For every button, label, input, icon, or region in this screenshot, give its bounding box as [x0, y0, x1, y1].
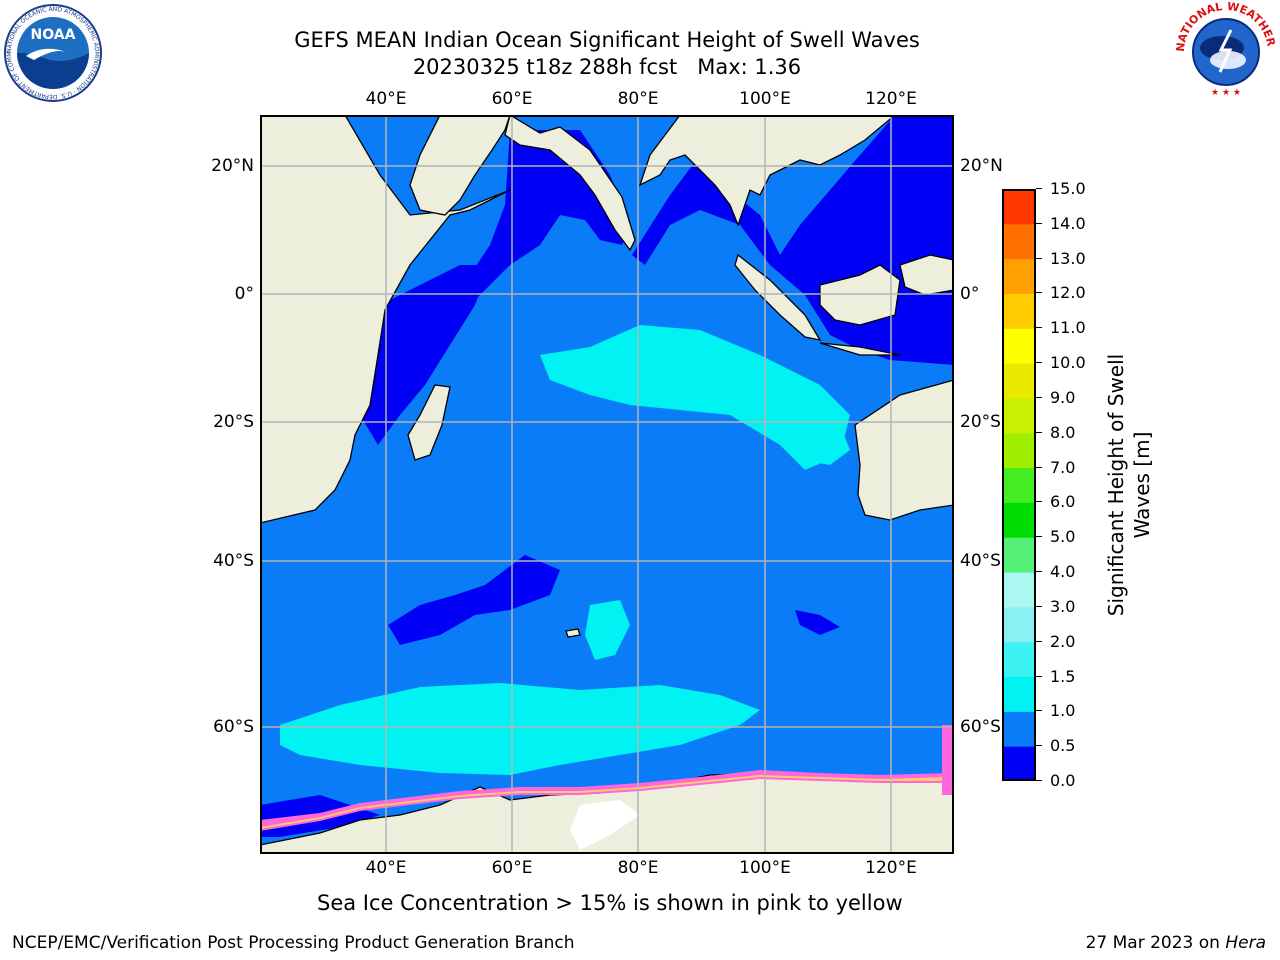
colorbar-bin-9: [1002, 432, 1036, 469]
colorbar-tick-label: 1.5: [1050, 666, 1076, 686]
colorbar-bin-6: [1002, 537, 1036, 573]
sea-ice-caption: Sea Ice Concentration > 15% is shown in …: [317, 891, 903, 915]
colorbar-tick-label: 10.0: [1050, 353, 1086, 373]
colorbar-tick-label: 7.0: [1050, 457, 1076, 477]
colorbar-tick-mark: [1036, 605, 1042, 607]
colorbar-bin-0: [1002, 746, 1036, 781]
map-title: GEFS MEAN Indian Ocean Significant Heigh…: [294, 28, 920, 52]
colorbar-tick-label: 5.0: [1050, 527, 1076, 547]
map-subtitle: 20230325 t18z 288h fcst Max: 1.36: [412, 55, 802, 79]
tick-bottom-80E: 80°E: [617, 858, 659, 878]
tick-bottom-40E: 40°E: [365, 858, 407, 878]
sea-ice-band: [260, 725, 954, 831]
tick-bottom-100E: 100°E: [739, 858, 791, 878]
colorbar-bin-8: [1002, 467, 1036, 503]
colorbar-tick-label: 0.0: [1050, 771, 1076, 790]
colorbar-tick-mark: [1036, 640, 1042, 642]
colorbar-tick-mark: [1036, 710, 1042, 712]
colorbar-tick-label: 13.0: [1050, 248, 1086, 268]
colorbar-tick-mark: [1036, 327, 1042, 329]
tick-right-60S: 60°S: [960, 717, 1001, 737]
colorbar-bin-14: [1002, 258, 1036, 294]
colorbar-tick-mark: [1036, 466, 1042, 468]
colorbar: [1002, 189, 1036, 781]
tick-top-120E: 120°E: [865, 89, 917, 109]
colorbar-tick-label: 9.0: [1050, 387, 1076, 407]
footer-branch: NCEP/EMC/Verification Post Processing Pr…: [12, 933, 575, 953]
colorbar-bin-7: [1002, 502, 1036, 538]
antarctic-shelf: [570, 800, 640, 850]
colorbar-bin-11: [1002, 363, 1036, 399]
tick-right-0: 0°: [960, 284, 980, 304]
colorbar-tick-mark: [1036, 675, 1042, 677]
footer-date: 27 Mar 2023 on Hera: [1086, 933, 1266, 953]
footer-host: Hera: [1225, 933, 1266, 953]
colorbar-bin-13: [1002, 293, 1036, 329]
colorbar-bin-5: [1002, 572, 1036, 608]
colorbar-tick-mark: [1036, 780, 1042, 781]
colorbar-bin-15: [1002, 223, 1036, 260]
tick-left-20N: 20°N: [211, 156, 254, 176]
map-area: [260, 115, 954, 854]
map-frame: [260, 115, 954, 854]
colorbar-bin-4: [1002, 606, 1036, 643]
tick-left-0: 0°: [234, 284, 254, 304]
colorbar-bin-1: [1002, 711, 1036, 747]
colorbar-tick-mark: [1036, 362, 1042, 364]
tick-bottom-60E: 60°E: [491, 858, 533, 878]
colorbar-tick-label: 14.0: [1050, 213, 1086, 233]
colorbar-tick-label: 12.0: [1050, 283, 1086, 303]
svg-text:★ ★ ★: ★ ★ ★: [1211, 88, 1241, 98]
colorbar-tick-mark: [1036, 396, 1042, 398]
tick-right-20N: 20°N: [960, 156, 1003, 176]
colorbar-tick-mark: [1036, 431, 1042, 433]
noaa-logo-text: NOAA: [31, 27, 76, 43]
tick-top-100E: 100°E: [739, 89, 791, 109]
colorbar-tick-label: 0.5: [1050, 736, 1076, 756]
tick-top-80E: 80°E: [617, 89, 659, 109]
tick-right-40S: 40°S: [960, 551, 1001, 571]
colorbar-title-line1: Significant Height of Swell: [1104, 353, 1128, 617]
colorbar-bin-12: [1002, 328, 1036, 364]
nws-logo: NATIONAL WEATHER SERVICE ★ ★ ★: [1172, 0, 1278, 102]
tick-left-60S: 60°S: [213, 717, 254, 737]
tick-bottom-120E: 120°E: [865, 858, 917, 878]
colorbar-tick-mark: [1036, 292, 1042, 294]
colorbar-bin-3: [1002, 641, 1036, 678]
footer-date-text: 27 Mar 2023 on: [1085, 933, 1226, 953]
colorbar-tick-mark: [1036, 571, 1042, 573]
colorbar-tick-label: 11.0: [1050, 318, 1086, 338]
tick-left-40S: 40°S: [213, 551, 254, 571]
colorbar-tick-mark: [1036, 257, 1042, 259]
colorbar-tick-label: 4.0: [1050, 562, 1076, 582]
colorbar-tick-mark: [1036, 222, 1042, 224]
tick-top-60E: 60°E: [491, 89, 533, 109]
colorbar-title-line2: Waves [m]: [1130, 431, 1154, 539]
tick-left-20S: 20°S: [213, 412, 254, 432]
colorbar-bin-10: [1002, 397, 1036, 434]
colorbar-tick-label: 8.0: [1050, 422, 1076, 442]
colorbar-frame: [1002, 189, 1036, 781]
tick-right-20S: 20°S: [960, 412, 1001, 432]
noaa-logo: NATIONAL OCEANIC AND ATMOSPHERIC ADMINIS…: [2, 0, 102, 102]
colorbar-tick-label: 3.0: [1050, 596, 1076, 616]
colorbar-tick-label: 15.0: [1050, 179, 1086, 198]
colorbar-tick-mark: [1036, 745, 1042, 747]
tick-top-40E: 40°E: [365, 89, 407, 109]
colorbar-labels: 0.0 0.5 1.0 1.5 2.0 3.0 4.0 5.0 6.0 7.0 8.0 9.0 10.0…: [1036, 179, 1110, 791]
colorbar-tick-mark: [1036, 536, 1042, 538]
colorbar-tick-label: 2.0: [1050, 631, 1076, 651]
colorbar-tick-label: 1.0: [1050, 701, 1076, 721]
graticule: [260, 115, 954, 854]
colorbar-tick-label: 6.0: [1050, 492, 1076, 512]
colorbar-tick-mark: [1036, 501, 1042, 503]
colorbar-bin-16: [1002, 189, 1036, 225]
colorbar-tick-mark: [1036, 188, 1042, 189]
colorbar-bin-2: [1002, 676, 1036, 712]
swell-mid-zones: [280, 325, 850, 775]
